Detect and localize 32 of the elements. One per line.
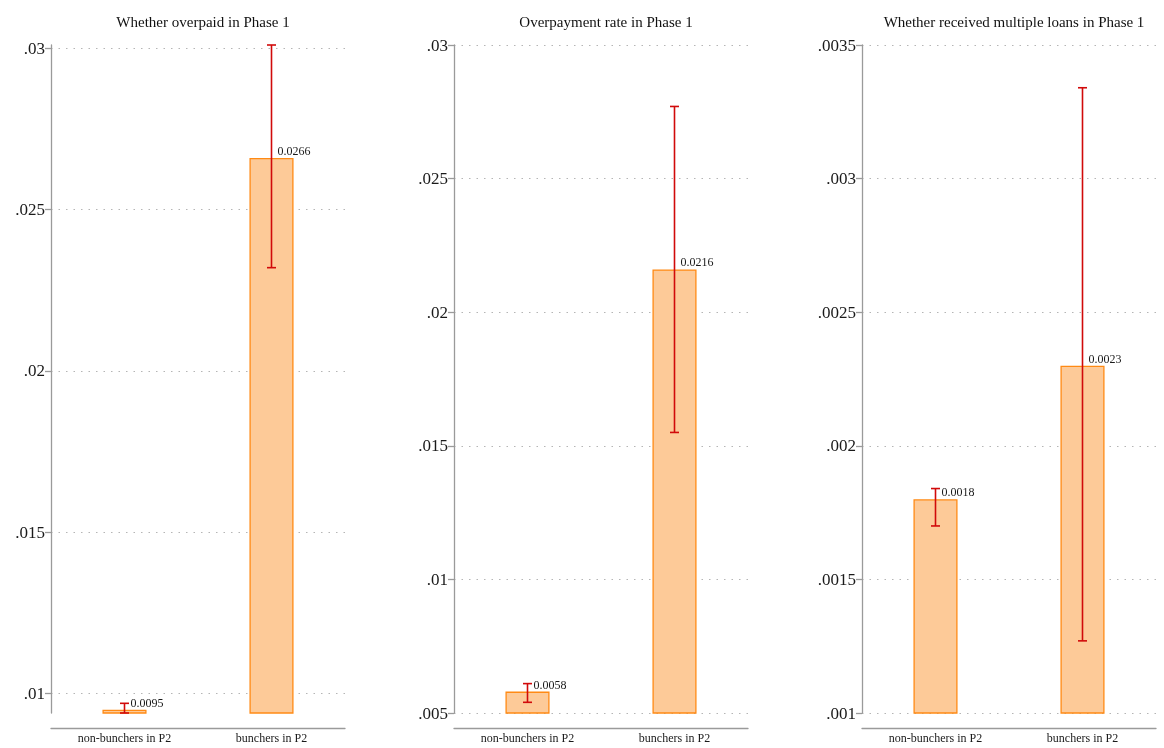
y-tick-label: .03 <box>426 35 448 55</box>
x-tick-label: bunchers in P2 <box>638 731 711 745</box>
y-tick-label: .0015 <box>817 569 856 589</box>
y-tick-label: .001 <box>826 703 856 723</box>
y-tick-label: .003 <box>826 169 856 189</box>
y-tick-label: .01 <box>426 569 448 589</box>
y-tick-label: .015 <box>15 522 45 542</box>
data-label: 0.0058 <box>533 677 567 692</box>
data-label: 0.0266 <box>277 143 311 158</box>
y-tick-label: .0025 <box>817 302 856 322</box>
y-tick-label: .002 <box>826 436 856 456</box>
chart-title: Whether overpaid in Phase 1 <box>116 13 290 30</box>
y-tick-label: .015 <box>418 436 448 456</box>
y-tick-label: .005 <box>418 703 448 723</box>
data-label: 0.0216 <box>680 255 714 270</box>
data-label: 0.0095 <box>130 695 164 710</box>
y-tick-label: .025 <box>15 200 45 220</box>
x-tick-label: bunchers in P2 <box>1046 731 1119 745</box>
y-tick-label: .03 <box>23 38 45 58</box>
y-tick-label: .01 <box>23 684 45 704</box>
x-tick-label: non-bunchers in P2 <box>888 731 983 745</box>
y-tick-label: .02 <box>426 302 448 322</box>
data-label: 0.0018 <box>941 485 975 500</box>
y-tick-label: .0035 <box>817 35 856 55</box>
x-tick-label: non-bunchers in P2 <box>77 731 172 745</box>
y-tick-label: .025 <box>418 169 448 189</box>
chart-title: Whether received multiple loans in Phase 1 <box>883 13 1145 30</box>
x-tick-label: bunchers in P2 <box>235 731 308 745</box>
chart-title: Overpayment rate in Phase 1 <box>519 13 693 30</box>
y-tick-label: .02 <box>23 361 45 381</box>
x-tick-label: non-bunchers in P2 <box>480 731 575 745</box>
data-label: 0.0023 <box>1088 351 1122 366</box>
